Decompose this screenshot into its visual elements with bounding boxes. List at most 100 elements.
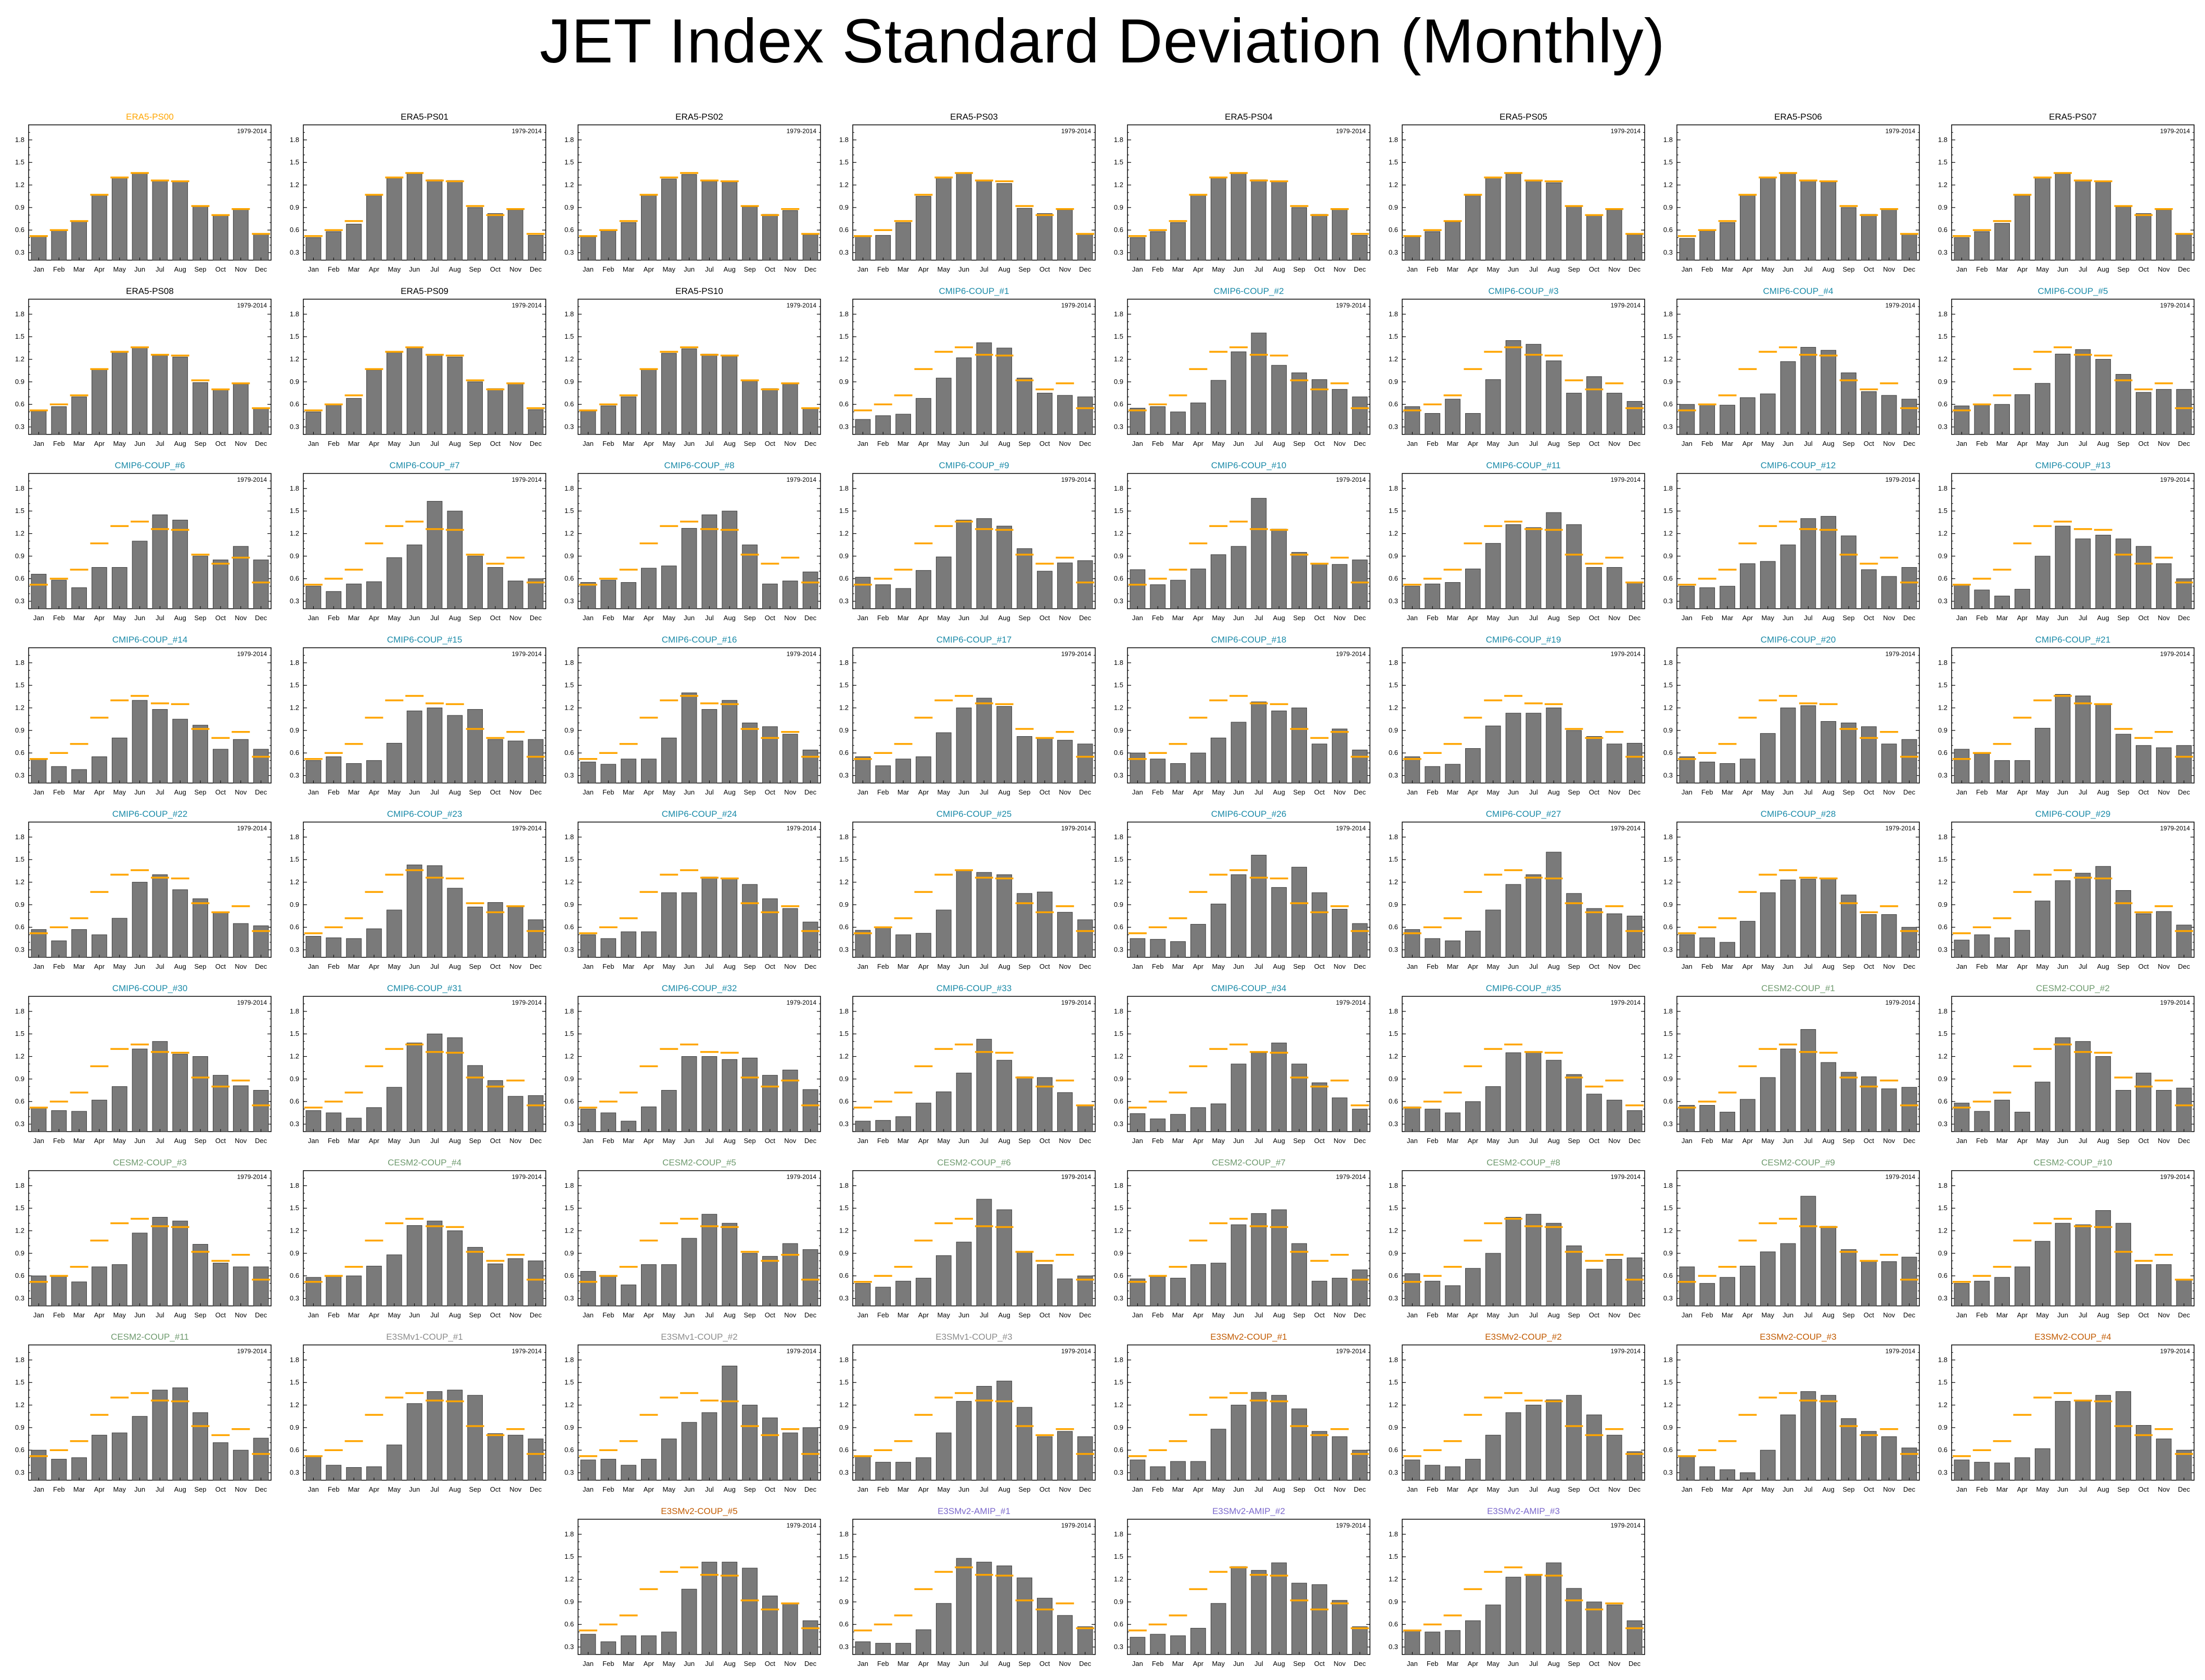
month-label: Sep	[469, 1137, 481, 1145]
bar-mar	[1994, 223, 2010, 261]
bar-apr	[366, 760, 382, 784]
bar-jan	[1954, 237, 1970, 261]
month-label: Dec	[530, 440, 542, 447]
month-label: Sep	[1019, 440, 1031, 447]
month-label: Oct	[1589, 963, 1600, 970]
y-tick-label: 0.6	[839, 749, 849, 756]
bar-may	[1485, 543, 1501, 609]
month-label: May	[2036, 963, 2049, 970]
month-label: Dec	[1903, 963, 1916, 970]
bar-apr	[916, 933, 931, 958]
month-label: Jul	[1254, 788, 1263, 796]
month-label: Oct	[1040, 1137, 1050, 1145]
month-label: Feb	[1152, 440, 1163, 447]
panel-cmip6-coup-21: CMIP6-COUP_#211979-20140.30.60.91.21.51.…	[1938, 635, 2195, 796]
y-tick-label: 1.5	[839, 332, 849, 340]
bar-nov	[1606, 393, 1622, 435]
month-label: Dec	[804, 440, 817, 447]
month-label: Feb	[1976, 963, 1988, 970]
y-tick-label: 0.9	[1663, 726, 1673, 734]
y-tick-label: 0.3	[565, 946, 574, 954]
month-label: Nov	[235, 440, 247, 447]
bar-apr	[641, 368, 657, 435]
bar-apr	[2015, 394, 2030, 435]
month-label: Oct	[1864, 788, 1875, 796]
bar-may	[935, 732, 952, 784]
month-label: Oct	[1864, 614, 1875, 622]
month-label: May	[1486, 1137, 1499, 1145]
bar-jun	[1780, 544, 1796, 609]
bar-jul	[1525, 180, 1542, 261]
y-tick-label: 1.2	[290, 355, 299, 363]
panel-title: ERA5-PS04	[1225, 112, 1273, 122]
bar-jul	[1525, 344, 1542, 435]
bar-jun	[956, 1072, 972, 1132]
panel-title: CMIP6-COUP_#13	[2035, 460, 2111, 470]
bar-aug	[172, 520, 188, 609]
y-tick-label: 0.9	[1389, 1075, 1398, 1083]
y-tick-label: 1.5	[15, 681, 24, 689]
y-tick-label: 1.5	[15, 507, 24, 515]
month-label: Aug	[1548, 265, 1560, 273]
bar-may	[1760, 892, 1776, 958]
month-label: Jan	[1956, 614, 1967, 622]
panel-cmip6-coup-17: CMIP6-COUP_#171979-20140.30.60.91.21.51.…	[839, 635, 1096, 796]
month-label: Aug	[724, 1137, 736, 1145]
month-label: Oct	[1040, 614, 1050, 622]
figure-title: JET Index Standard Deviation (Monthly)	[540, 6, 1665, 76]
bar-oct	[762, 898, 778, 958]
bar-nov	[507, 383, 523, 435]
y-tick-label: 0.9	[565, 901, 574, 908]
bar-may	[661, 1090, 677, 1132]
month-label: Mar	[1996, 614, 2008, 622]
panel-cmip6-coup-35: CMIP6-COUP_#351979-20140.30.60.91.21.51.…	[1389, 983, 1645, 1145]
bar-sep	[1841, 894, 1856, 958]
bar-jun	[956, 172, 972, 261]
bar-aug	[1821, 721, 1837, 784]
bar-nov	[1606, 1099, 1622, 1132]
bar-dec	[1626, 1110, 1643, 1132]
month-label: Jul	[705, 1137, 714, 1145]
month-label: Jul	[1804, 614, 1813, 622]
month-label: Jun	[134, 1137, 145, 1145]
bar-apr	[92, 194, 107, 261]
panel-title: CMIP6-COUP_#11	[1486, 460, 1560, 470]
bar-sep	[2116, 206, 2131, 261]
bar-nov	[1331, 564, 1348, 609]
y-tick-label: 1.2	[1114, 1053, 1123, 1060]
month-label: Apr	[369, 788, 380, 796]
month-label: Nov	[1059, 1137, 1071, 1145]
bar-mar	[1170, 412, 1186, 435]
bar-feb	[1150, 406, 1166, 435]
bar-apr	[1190, 1107, 1206, 1132]
bar-jun	[2055, 880, 2071, 958]
y-tick-label: 1.8	[1938, 659, 1947, 666]
y-tick-label: 0.3	[1663, 423, 1673, 431]
bar-jan	[580, 934, 596, 958]
period-label: 1979-2014	[1336, 476, 1366, 483]
bar-aug	[1821, 182, 1837, 261]
bar-jan	[31, 236, 47, 261]
bar-mar	[621, 759, 636, 784]
month-label: Sep	[1568, 788, 1580, 796]
y-tick-label: 0.6	[1389, 574, 1398, 582]
month-label: Dec	[530, 1137, 542, 1145]
period-label: 1979-2014	[787, 825, 817, 832]
month-label: Dec	[1354, 265, 1366, 273]
bar-dec	[2176, 745, 2192, 784]
y-tick-label: 0.6	[15, 923, 24, 931]
panel-title: CMIP6-COUP_#15	[387, 635, 463, 645]
month-label: Jul	[430, 614, 439, 622]
month-label: Dec	[1629, 265, 1641, 273]
month-label: Jun	[958, 440, 969, 447]
month-label: Apr	[369, 440, 380, 447]
y-tick-label: 0.6	[1938, 226, 1947, 234]
panel-title: CMIP6-COUP_#31	[387, 983, 463, 993]
y-tick-label: 0.6	[1938, 574, 1947, 582]
month-label: Oct	[765, 788, 776, 796]
y-tick-label: 1.8	[1114, 484, 1123, 492]
bar-aug	[1271, 181, 1287, 261]
month-label: Nov	[1608, 963, 1621, 970]
month-label: Jun	[1233, 788, 1244, 796]
